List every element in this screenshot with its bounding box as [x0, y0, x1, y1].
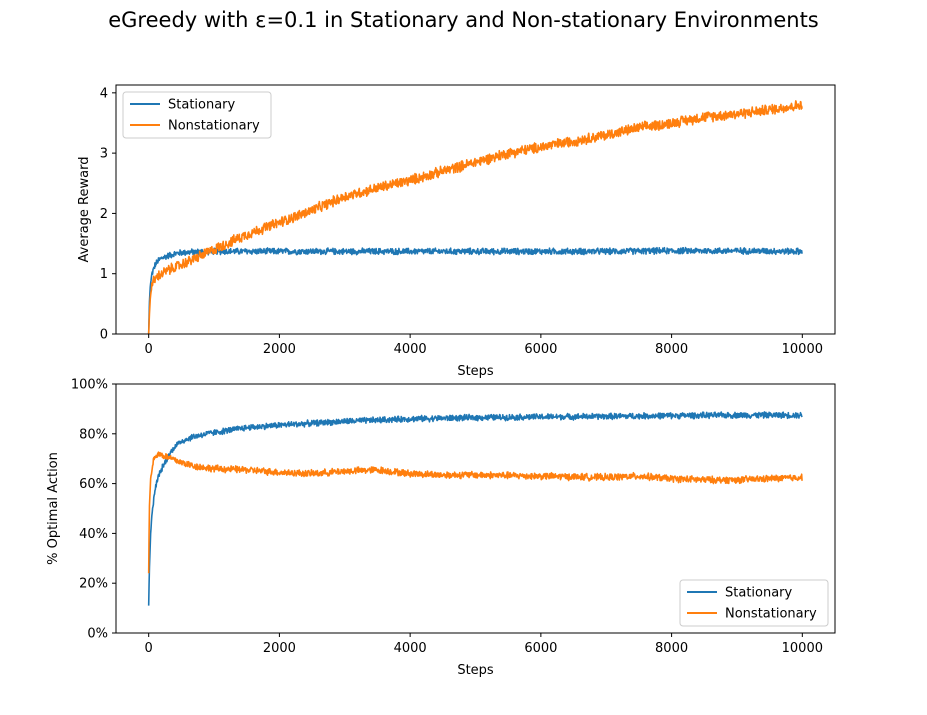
series-line-nonstationary	[147, 100, 803, 334]
x-axis-label: Steps	[457, 364, 494, 379]
subplot-2: 0 2000 4000 6000 8000 10000 0% 20% 40% 60% 80% 100%…	[46, 378, 836, 678]
y-tick-label: 2	[100, 207, 108, 222]
x-tick-label: 8000	[655, 641, 688, 656]
y-tick-label: 100%	[71, 378, 108, 393]
x-tick-label: 0	[145, 641, 153, 656]
y-tick-label: 60%	[79, 477, 108, 492]
y-tick-label: 0	[100, 328, 108, 343]
x-tick-label: 0	[145, 342, 153, 357]
axes-frame	[115, 383, 836, 634]
figure-title: eGreedy with ε=0.1 in Stationary and Non…	[108, 8, 819, 32]
x-tick-label: 6000	[524, 641, 557, 656]
y-tick-label: 20%	[79, 577, 108, 592]
legend-label-stationary: Stationary	[725, 586, 793, 601]
legend-label-nonstationary: Nonstationary	[725, 607, 817, 622]
y-tick-label: 80%	[79, 427, 108, 442]
series-line-stationary	[147, 411, 803, 606]
y-tick-label: 1	[100, 267, 108, 282]
x-tick-label: 10000	[782, 342, 823, 357]
x-tick-label: 4000	[394, 342, 427, 357]
x-tick-label: 2000	[263, 641, 296, 656]
x-axis-label: Steps	[457, 663, 494, 678]
y-axis-label: Average Reward	[77, 157, 92, 263]
y-tick-label: 40%	[79, 527, 108, 542]
subplot-1: 0 2000 4000 6000 8000 10000 0 1 2 3 4 Steps Average …	[77, 84, 836, 379]
y-tick-label: 0%	[87, 627, 108, 642]
x-tick-label: 10000	[782, 641, 823, 656]
series-line-stationary	[147, 246, 803, 334]
legend: Stationary Nonstationary	[122, 91, 272, 139]
x-tick-label: 2000	[263, 342, 296, 357]
y-axis-label: % Optimal Action	[46, 452, 61, 565]
x-tick-label: 4000	[394, 641, 427, 656]
axes-frame	[115, 84, 836, 335]
x-tick-label: 8000	[655, 342, 688, 357]
y-tick-label: 3	[100, 147, 108, 162]
legend-label-stationary: Stationary	[168, 98, 236, 113]
legend: Stationary Nonstationary	[679, 579, 829, 627]
y-tick-label: 4	[100, 86, 108, 101]
x-tick-label: 6000	[524, 342, 557, 357]
legend-label-nonstationary: Nonstationary	[168, 119, 260, 134]
series-line-nonstationary	[147, 451, 803, 574]
